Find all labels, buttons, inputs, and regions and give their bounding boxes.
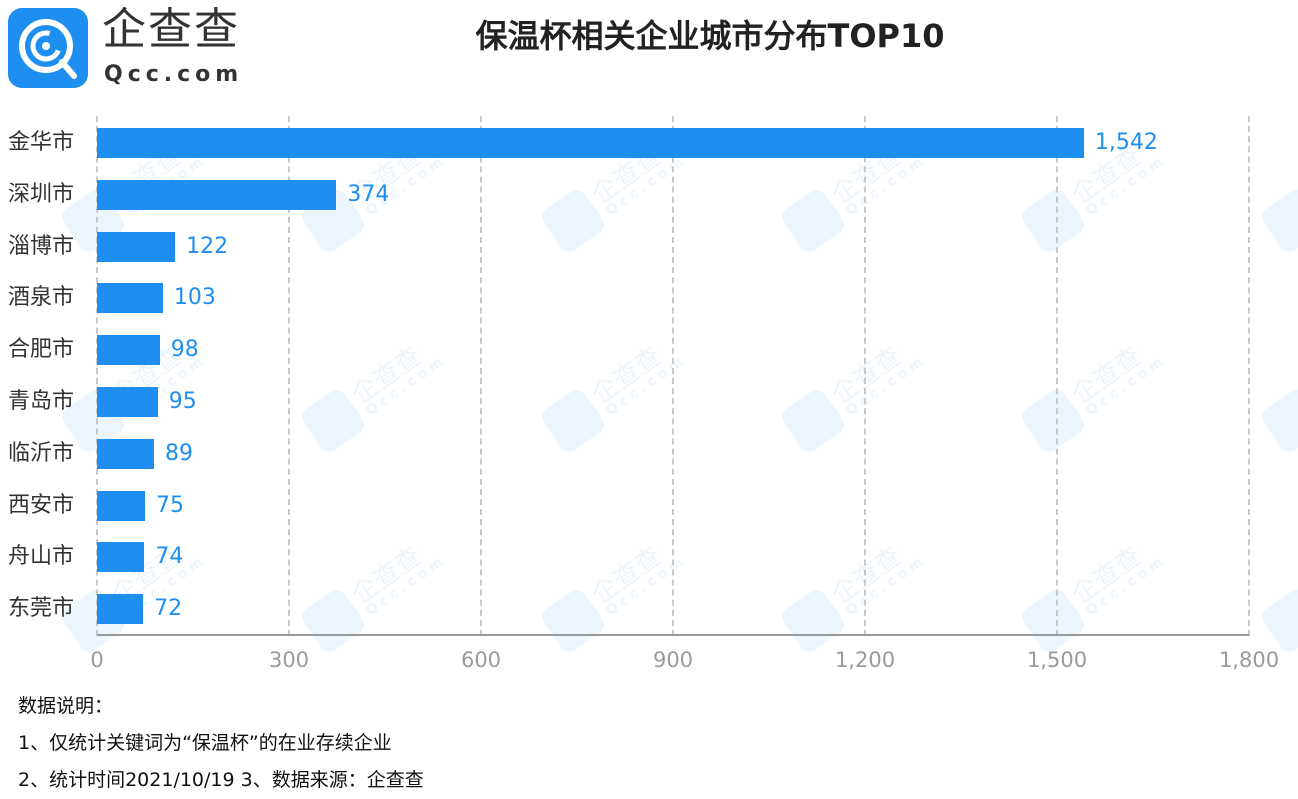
bar [97,128,1084,158]
notes-line-2: 2、统计时间2021/10/19 3、数据来源：企查查 [18,769,424,791]
category-label: 舟山市 [8,544,75,570]
bar [97,490,145,521]
qcc-logo: 企查查 Qcc.com [4,4,254,92]
notes-heading: 数据说明： [18,695,114,717]
bar-value-label: 1,542 [1094,130,1158,155]
category-label: 酒泉市 [8,285,75,311]
bar [97,387,158,417]
gridline [1056,116,1058,636]
bar [97,231,176,262]
plot-area: 1,542 374 122 103 98 95 89 75 74 72 [96,116,1250,636]
gridline [1248,116,1250,636]
bar-value-label: 89 [164,440,193,466]
watermark-logo-icon [1258,385,1298,456]
data-notes: 数据说明： 1、仅统计关键词为“保温杯”的在业存续企业 2、统计时间2021/1… [18,688,424,799]
gridline [672,116,674,636]
bar [97,335,160,366]
x-tick-label: 900 [652,648,694,672]
watermark-logo-icon [1258,185,1298,256]
logo-en-text: Qcc.com [104,62,244,87]
bar [97,283,163,314]
bar-value-label: 98 [170,337,199,363]
bar-value-label: 74 [155,544,184,570]
bar-value-label: 72 [154,596,183,622]
qcc-logo-icon [8,8,88,88]
x-axis-line [97,634,1249,636]
x-tick-label: 1,800 [1218,648,1280,672]
x-tick-label: 1,200 [834,648,896,672]
gridline [96,116,98,636]
x-tick-label: 0 [90,648,104,672]
gridline [480,116,482,636]
bar-value-label: 75 [156,492,184,518]
x-tick-label: 600 [460,648,502,672]
logo-cn-text: 企查查 [102,4,240,55]
bar [97,179,337,210]
bar-value-label: 122 [186,233,229,259]
bar [97,438,154,469]
chart-title: 保温杯相关企业城市分布TOP10 [475,17,945,55]
bar-value-label: 103 [173,285,216,311]
category-label: 深圳市 [8,181,75,207]
bar [97,542,145,573]
category-label: 东莞市 [8,596,75,622]
category-label: 西安市 [8,492,75,518]
x-tick-label: 300 [268,648,310,672]
x-tick-label: 1,500 [1026,648,1088,672]
bar-value-label: 374 [347,181,390,207]
category-label: 青岛市 [8,389,75,414]
category-label: 金华市 [8,130,75,155]
notes-line-1: 1、仅统计关键词为“保温杯”的在业存续企业 [18,732,392,754]
bar [97,594,144,625]
watermark-logo-icon [1258,585,1298,656]
gridline [288,116,290,636]
category-label: 临沂市 [8,440,75,466]
category-label: 合肥市 [8,337,75,363]
gridline [864,116,866,636]
bar-value-label: 95 [168,389,197,414]
category-label: 淄博市 [8,233,75,259]
